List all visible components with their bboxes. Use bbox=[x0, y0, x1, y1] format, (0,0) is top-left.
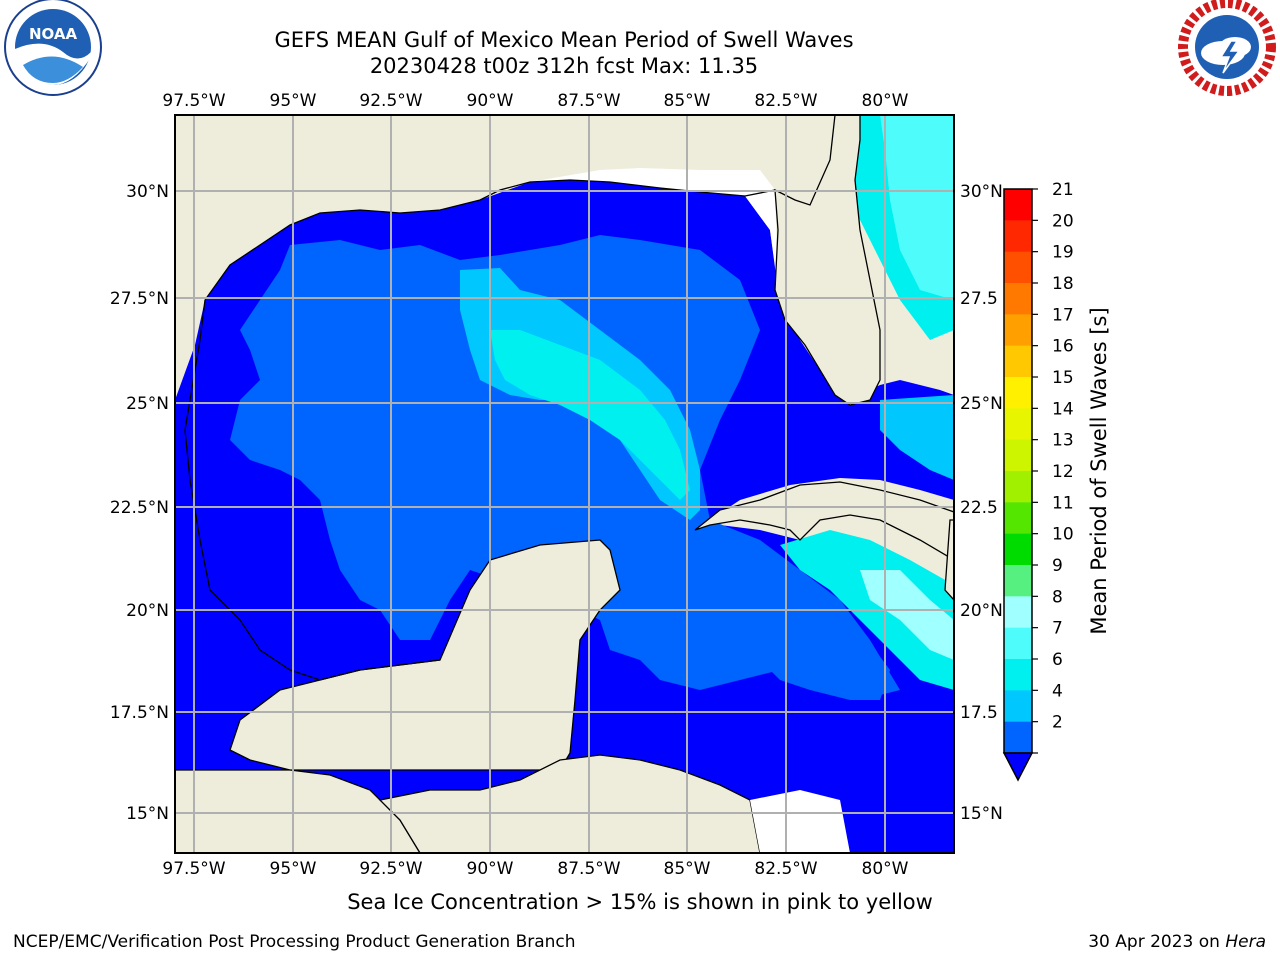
lat-tick-left: 20°N bbox=[126, 601, 169, 621]
colorbar-band bbox=[1004, 189, 1032, 221]
colorbar-tick-label: 10 bbox=[1052, 525, 1074, 545]
lon-tick-bottom: 85°W bbox=[664, 859, 711, 879]
colorbar-band bbox=[1004, 659, 1032, 691]
map-frame bbox=[174, 114, 955, 854]
colorbar-tick-label: 18 bbox=[1052, 274, 1074, 294]
lat-tick-right: 17.5 bbox=[960, 703, 998, 723]
footer-date-text: 30 Apr 2023 on bbox=[1088, 932, 1226, 952]
colorbar-tick-label: 17 bbox=[1052, 305, 1074, 325]
lon-tick-top: 85°W bbox=[664, 91, 711, 111]
coastlines bbox=[175, 115, 954, 853]
colorbar-band bbox=[1004, 721, 1032, 754]
hispaniola-edge bbox=[944, 519, 954, 601]
lat-tick-right: 30°N bbox=[960, 182, 1003, 202]
caribbean-pale-cyan bbox=[860, 570, 954, 660]
lat-tick-left: 17.5°N bbox=[110, 703, 169, 723]
colorbar-tick-label: 19 bbox=[1052, 243, 1074, 263]
cuba-land bbox=[694, 481, 954, 561]
colorbar-band bbox=[1004, 627, 1032, 660]
colorbar-band bbox=[1004, 314, 1032, 347]
nodata-honduras bbox=[750, 790, 850, 853]
lat-tick-left: 22.5°N bbox=[110, 498, 169, 518]
chart-subtitle: 20230428 t00z 312h fcst Max: 11.35 bbox=[369, 54, 759, 78]
footer-host: Hera bbox=[1225, 932, 1266, 952]
colorbar-tick-label: 4 bbox=[1052, 681, 1063, 701]
colorbar-tick-label: 15 bbox=[1052, 368, 1074, 388]
lat-tick-left: 25°N bbox=[126, 394, 169, 414]
colorbar-band bbox=[1004, 502, 1032, 535]
yucatan-land bbox=[175, 539, 621, 853]
lon-tick-bottom: 80°W bbox=[862, 859, 909, 879]
lat-ticks-right: 30°N 27.5 25°N 22.5 20°N 17.5 15°N bbox=[960, 182, 1003, 824]
lon-tick-bottom: 92.5°W bbox=[359, 859, 422, 879]
lat-tick-right: 27.5 bbox=[960, 289, 998, 309]
chart-title: GEFS MEAN Gulf of Mexico Mean Period of … bbox=[274, 28, 854, 52]
colorbar-tick-label: 11 bbox=[1052, 493, 1074, 513]
lat-tick-right: 15°N bbox=[960, 804, 1003, 824]
lon-ticks-bottom: 97.5°W 95°W 92.5°W 90°W 87.5°W 85°W 82.5… bbox=[162, 859, 908, 879]
gulf-mid-blue-region bbox=[230, 235, 900, 700]
graticule bbox=[175, 115, 954, 853]
colorbar-band bbox=[1004, 533, 1032, 566]
colorbar-band bbox=[1004, 471, 1032, 503]
lon-tick-top: 92.5°W bbox=[359, 91, 422, 111]
lon-tick-bottom: 82.5°W bbox=[754, 859, 817, 879]
colorbar-band bbox=[1004, 283, 1032, 315]
colorbar-tick-label: 16 bbox=[1052, 337, 1074, 357]
central-america-land bbox=[378, 754, 761, 853]
colorbar-extend-triangle bbox=[1002, 752, 1034, 782]
lon-tick-top: 87.5°W bbox=[557, 91, 620, 111]
colorbar-band bbox=[1004, 439, 1032, 472]
colorbar-tick-label: 21 bbox=[1052, 180, 1074, 200]
colorbar-label: Mean Period of Swell Waves [s] bbox=[1087, 307, 1111, 634]
noaa-logo: NOAA bbox=[4, 0, 102, 96]
florida-land bbox=[774, 115, 881, 406]
colorbar-tick-label: 6 bbox=[1052, 650, 1063, 670]
lon-tick-bottom: 95°W bbox=[270, 859, 317, 879]
colorbar-band bbox=[1004, 408, 1032, 441]
colorbar-tick-label: 13 bbox=[1052, 431, 1074, 451]
swell-period-field bbox=[175, 115, 954, 853]
colorbar-band bbox=[1004, 220, 1032, 253]
footer-date: 30 Apr 2023 on Hera bbox=[1088, 932, 1266, 952]
noaa-logo-text: NOAA bbox=[29, 25, 78, 43]
colorbar-tick-label: 9 bbox=[1052, 556, 1063, 576]
colorbar-ticks: 21 20 19 18 17 16 15 14 13 12 11 10 9 8 7 6 4 2 bbox=[1032, 180, 1074, 754]
lon-ticks-top: 97.5°W 95°W 92.5°W 90°W 87.5°W 85°W 82.5… bbox=[162, 91, 908, 111]
lon-tick-bottom: 87.5°W bbox=[557, 859, 620, 879]
colorbar-band bbox=[1004, 565, 1032, 597]
lon-tick-bottom: 97.5°W bbox=[162, 859, 225, 879]
colorbar-band bbox=[1004, 596, 1032, 629]
lon-tick-top: 90°W bbox=[467, 91, 514, 111]
colorbar-tick-label: 2 bbox=[1052, 713, 1063, 733]
lat-tick-right: 22.5 bbox=[960, 498, 998, 518]
colorbar bbox=[1002, 188, 1034, 782]
lon-tick-top: 97.5°W bbox=[162, 91, 225, 111]
lat-tick-right: 25°N bbox=[960, 394, 1003, 414]
colorbar-band bbox=[1004, 251, 1032, 284]
atlantic-light-cyan bbox=[880, 115, 954, 300]
lat-tick-left: 30°N bbox=[126, 182, 169, 202]
colorbar-band bbox=[1004, 377, 1032, 409]
colorbar-tick-label: 20 bbox=[1052, 211, 1074, 231]
colorbar-tick-label: 8 bbox=[1052, 587, 1063, 607]
colorbar-band bbox=[1004, 345, 1032, 378]
lon-tick-top: 95°W bbox=[270, 91, 317, 111]
lon-tick-top: 80°W bbox=[862, 91, 909, 111]
sea-ice-caption: Sea Ice Concentration > 15% is shown in … bbox=[347, 890, 933, 914]
lat-ticks-left: 30°N 27.5°N 25°N 22.5°N 20°N 17.5°N 15°N bbox=[110, 182, 169, 824]
bahamas-light-blue bbox=[880, 395, 954, 480]
colorbar-tick-label: 7 bbox=[1052, 619, 1063, 639]
lat-tick-right: 20°N bbox=[960, 601, 1003, 621]
lon-tick-top: 82.5°W bbox=[754, 91, 817, 111]
lat-tick-left: 15°N bbox=[126, 804, 169, 824]
lon-tick-bottom: 90°W bbox=[467, 859, 514, 879]
colorbar-band bbox=[1004, 690, 1032, 723]
colorbar-tick-label: 14 bbox=[1052, 399, 1074, 419]
colorbar-tick-label: 12 bbox=[1052, 462, 1074, 482]
nws-logo bbox=[1178, 0, 1276, 96]
lat-tick-left: 27.5°N bbox=[110, 289, 169, 309]
footer-credit: NCEP/EMC/Verification Post Processing Pr… bbox=[13, 932, 576, 952]
